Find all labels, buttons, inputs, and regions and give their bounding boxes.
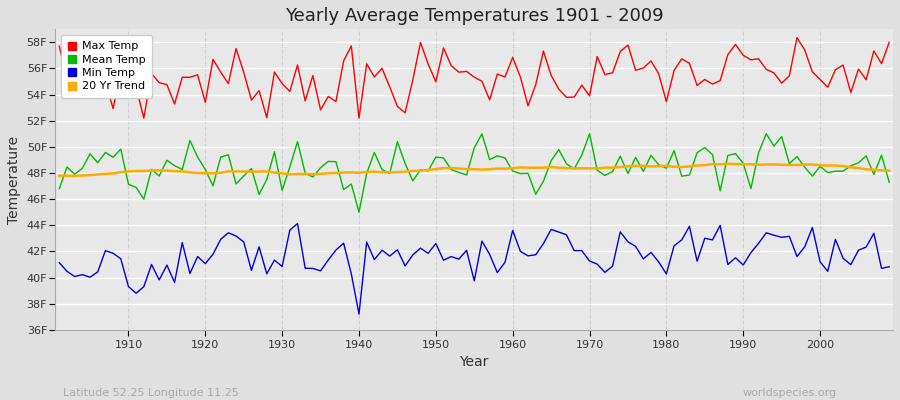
X-axis label: Year: Year bbox=[460, 355, 489, 369]
Y-axis label: Temperature: Temperature bbox=[7, 136, 21, 224]
Text: Latitude 52.25 Longitude 11.25: Latitude 52.25 Longitude 11.25 bbox=[63, 388, 238, 398]
Title: Yearly Average Temperatures 1901 - 2009: Yearly Average Temperatures 1901 - 2009 bbox=[285, 7, 663, 25]
Text: worldspecies.org: worldspecies.org bbox=[742, 388, 837, 398]
Legend: Max Temp, Mean Temp, Min Temp, 20 Yr Trend: Max Temp, Mean Temp, Min Temp, 20 Yr Tre… bbox=[61, 35, 152, 98]
